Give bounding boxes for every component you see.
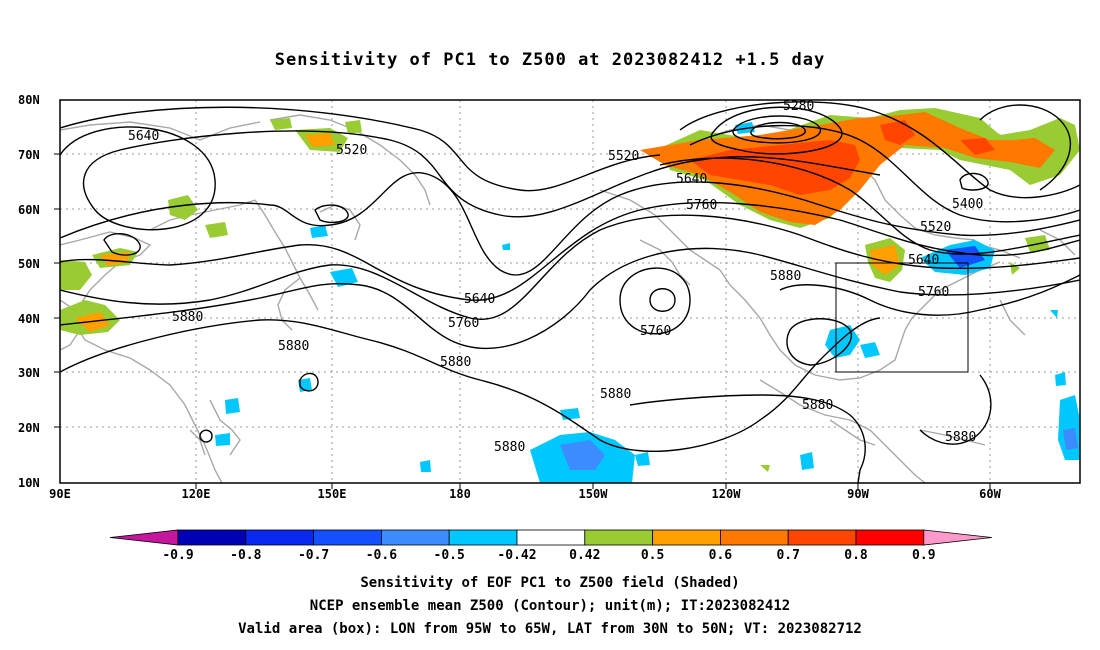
contour-label: 5880: [945, 430, 976, 445]
lon-label: 90E: [49, 487, 71, 501]
map-frame: [59, 99, 1081, 484]
colorbar-label: 0.5: [641, 548, 664, 563]
lon-label: 150E: [318, 487, 347, 501]
colorbar-label: 0.7: [776, 548, 799, 563]
colorbar-swatch: [855, 529, 925, 546]
colorbar-label: -0.8: [230, 548, 261, 563]
chart-title: Sensitivity of PC1 to Z500 at 2023082412…: [274, 50, 826, 70]
colorbar-label: 0.8: [844, 548, 868, 563]
contour-label: 5880: [172, 310, 203, 325]
colorbar-label: -0.5: [434, 548, 465, 563]
colorbar-label: 0.6: [709, 548, 733, 563]
colorbar-swatch: [787, 529, 857, 546]
colorbar-swatch: [313, 529, 382, 546]
colorbar-swatch: [177, 529, 247, 546]
colorbar-label: -0.6: [366, 548, 397, 563]
lat-label: 10N: [18, 476, 40, 490]
lon-label: 120W: [712, 487, 742, 501]
contour-label: 5640: [128, 129, 159, 144]
contour-label: 5760: [448, 316, 479, 331]
sensitivity-shading: [60, 108, 1080, 483]
contour-label: 5760: [918, 285, 949, 300]
lon-label: 150W: [579, 487, 609, 501]
colorbar-swatch: [380, 529, 450, 546]
contour-label: 5880: [802, 398, 833, 413]
colorbar-swatch: [720, 529, 789, 546]
lat-label: 30N: [18, 366, 40, 380]
valid-area-box: [835, 262, 969, 373]
lon-label: 90W: [847, 487, 869, 501]
contour-label: 5640: [676, 172, 707, 187]
contour-label: 5640: [464, 292, 495, 307]
lon-label: 120E: [182, 487, 211, 501]
colorbar-label: -0.9: [162, 548, 193, 563]
lat-label: 60N: [18, 203, 40, 217]
lat-label: 50N: [18, 257, 40, 271]
colorbar-swatch: [652, 529, 721, 546]
lat-label: 70N: [18, 148, 40, 162]
z500-contours: [60, 101, 1080, 483]
colorbar-label: -0.7: [298, 548, 329, 563]
contour-label: 5640: [908, 253, 939, 268]
contour-label: 5520: [920, 220, 951, 235]
contour-label: 5880: [600, 387, 631, 402]
contour-label: 5880: [494, 440, 525, 455]
lat-label: 40N: [18, 312, 40, 326]
lat-label: 20N: [18, 421, 40, 435]
colorbar-swatch: [584, 529, 653, 546]
colorbar-arrow-low: [109, 529, 179, 546]
contour-label: 5880: [440, 355, 471, 370]
lon-axis: 90E 120E 150E 180 150W 120W 90W 60W: [49, 487, 1001, 501]
contour-label: 5400: [952, 197, 983, 212]
contour-label: 5520: [608, 149, 639, 164]
lon-label: 180: [449, 487, 471, 501]
colorbar: -0.9 -0.8 -0.7 -0.6 -0.5 -0.42 0.42 0.5 0.6 0.7 0.…: [109, 529, 992, 563]
caption-line-3: Valid area (box): LON from 95W to 65W, L…: [238, 621, 862, 637]
contour-labels: 5640 5520 5280 5520 5640 5760 5400 5520 …: [128, 99, 983, 455]
colorbar-swatch: [448, 529, 518, 546]
contour-label: 5520: [336, 143, 367, 158]
colorbar-swatch: [245, 529, 315, 546]
colorbar-arrow-high: [923, 529, 992, 546]
contour-label: 5280: [783, 99, 814, 114]
colorbar-label: -0.42: [497, 548, 536, 563]
colorbar-label: 0.9: [912, 548, 935, 563]
gridlines: [60, 100, 1080, 483]
caption-line-2: NCEP ensemble mean Z500 (Contour); unit(…: [309, 598, 791, 614]
lat-axis: 80N 70N 60N 50N 40N 30N 20N 10N: [18, 93, 40, 490]
contour-label: 5880: [770, 269, 801, 284]
contour-label: 5760: [640, 324, 671, 339]
lat-label: 80N: [18, 93, 40, 107]
contour-label: 5760: [686, 198, 717, 213]
colorbar-swatch: [516, 529, 586, 546]
caption-line-1: Sensitivity of EOF PC1 to Z500 field (Sh…: [360, 575, 740, 591]
colorbar-label: 0.42: [569, 548, 600, 563]
lon-label: 60W: [979, 487, 1001, 501]
contour-label: 5880: [278, 339, 309, 354]
